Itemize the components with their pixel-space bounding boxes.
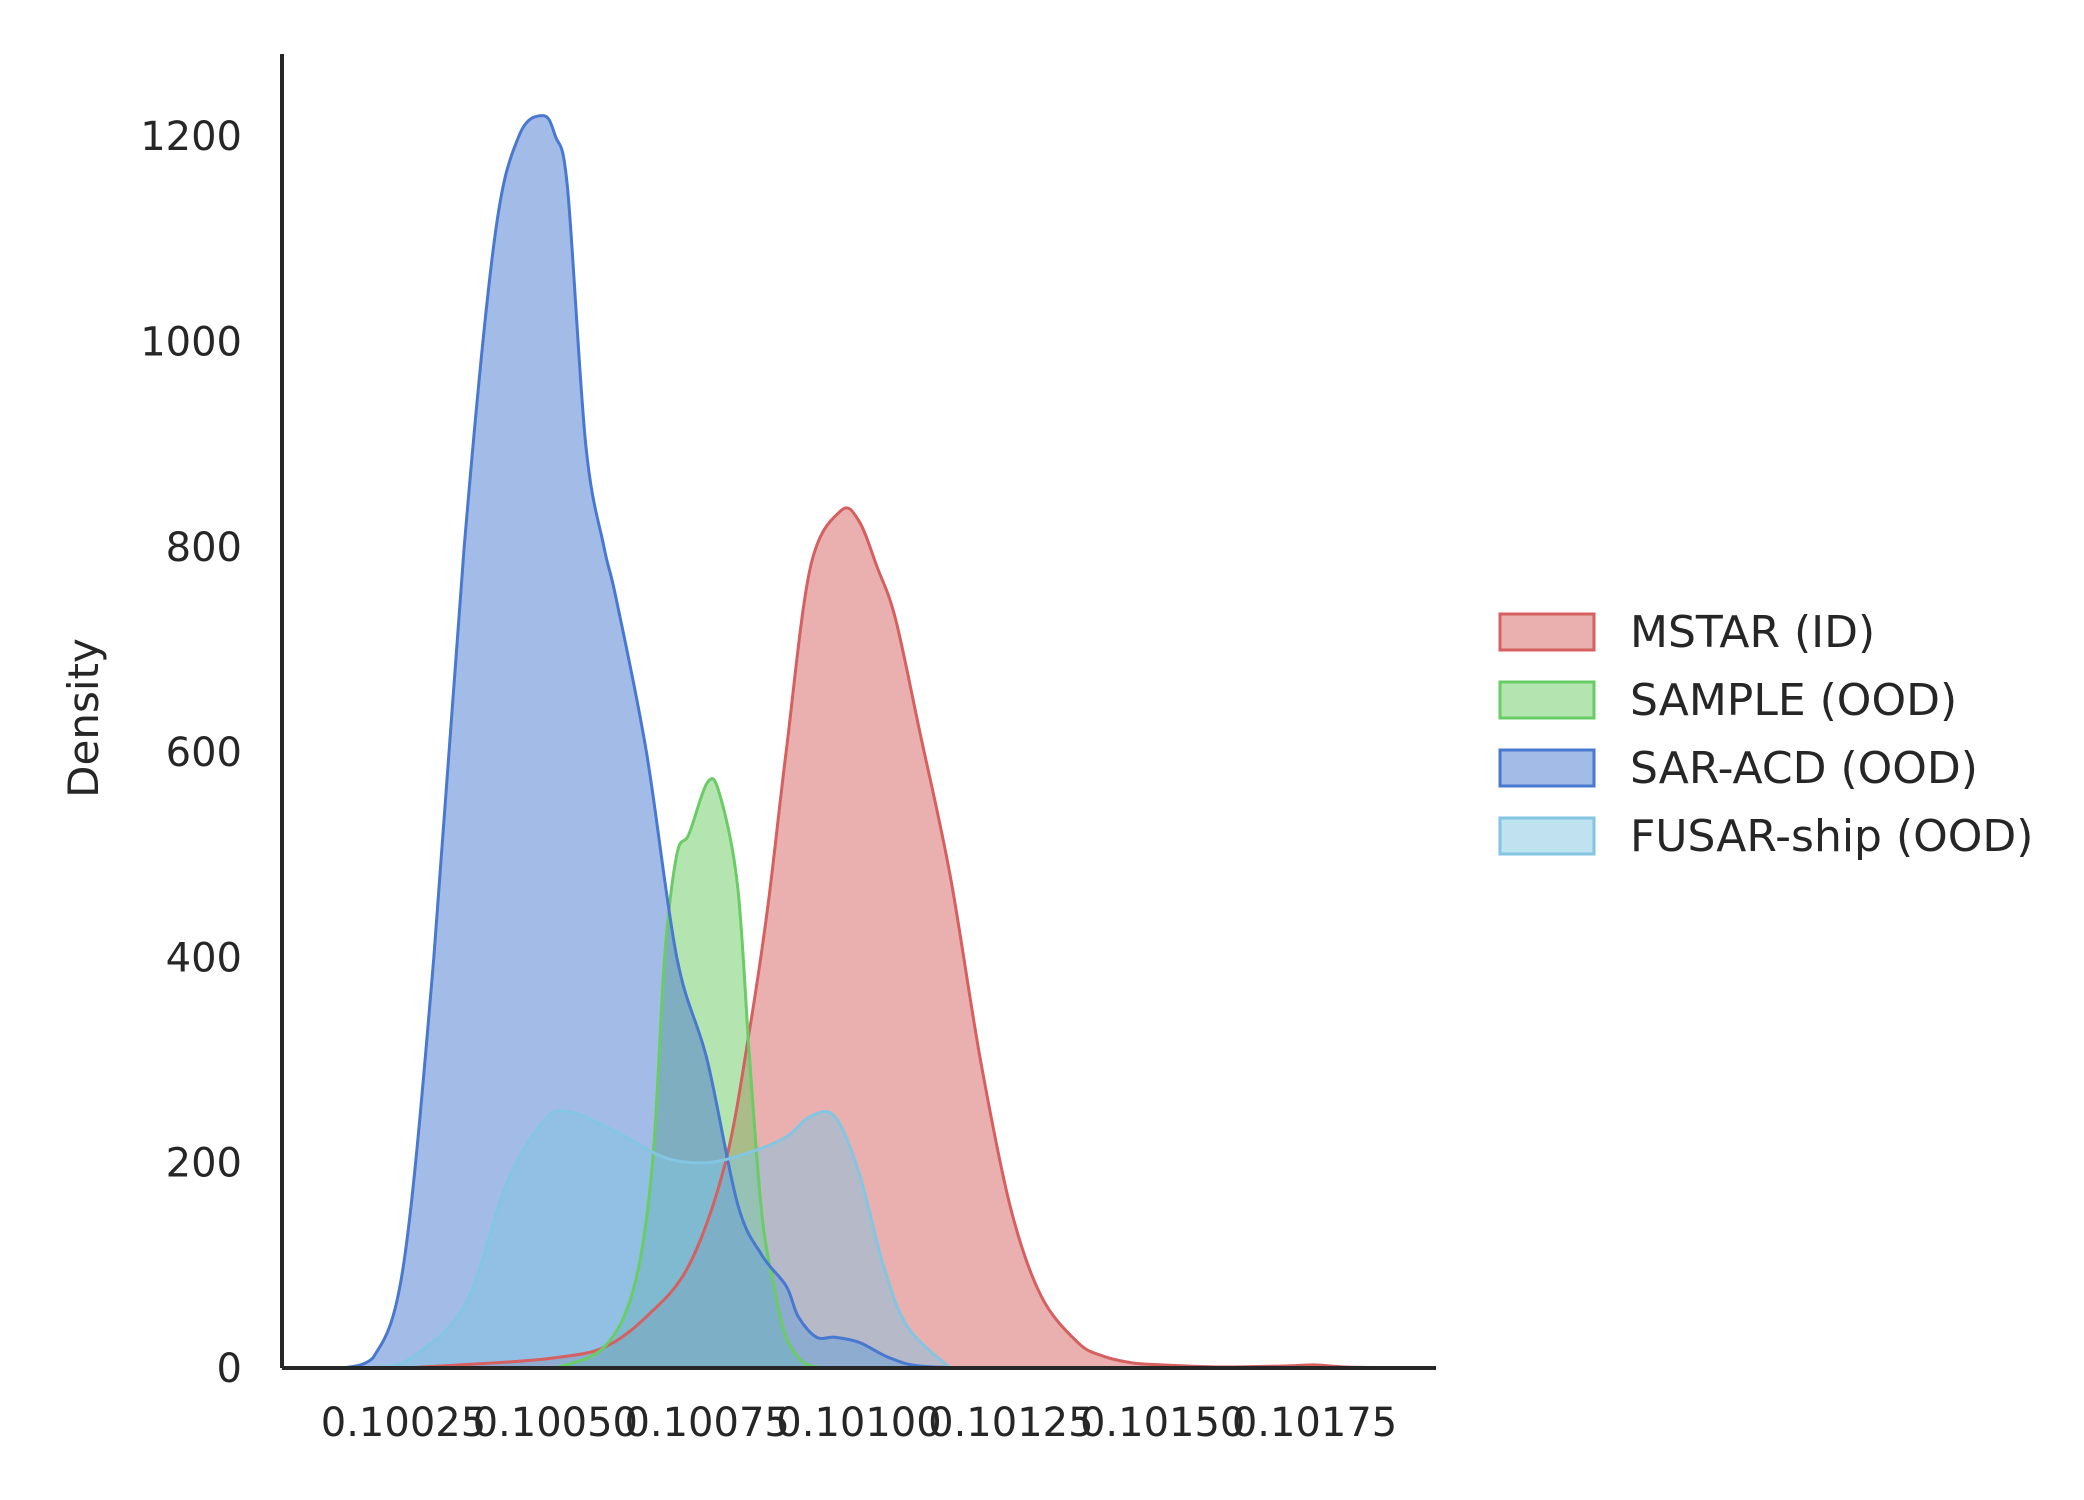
legend: MSTAR (ID) SAMPLE (OOD) SAR-ACD (OOD) FUSAR… [1498,607,2033,862]
y-axis-title: Density [59,638,108,798]
legend-label-sample-ood: SAMPLE (OOD) [1630,675,1957,726]
y-tick-label: 600 [166,730,242,776]
y-tick-label: 400 [166,935,242,981]
y-tick-label: 200 [166,1141,242,1187]
x-tick-label: 0.10025 [321,1400,486,1446]
y-tick-label: 1200 [140,114,242,160]
density-area-fusar-ship-ood [373,1110,951,1368]
series-fills [342,115,1406,1369]
y-tick-labels: 0 200 400 600 800 1000 1200 [140,114,242,1392]
density-line-sar-acd-ood [342,114,981,1370]
legend-swatch-sar-acd-ood [1498,748,1596,788]
density-area-sar-acd-ood [342,115,981,1369]
series-lines [342,114,1406,1370]
x-tick-label: 0.10125 [928,1400,1093,1446]
legend-swatch-fusar-ship-ood [1498,816,1596,856]
x-tick-label: 0.10050 [473,1400,638,1446]
density-line-sample-ood [554,777,829,1370]
density-area-mstar-id [403,507,1406,1368]
y-tick-label: 800 [166,525,242,571]
x-tick-label: 0.10175 [1232,1400,1397,1446]
legend-label-mstar-id: MSTAR (ID) [1630,607,1875,658]
density-line-mstar-id [403,506,1406,1370]
legend-swatch-sample-ood [1498,680,1596,720]
x-tick-label: 0.10100 [776,1400,941,1446]
axes [280,54,1436,1370]
legend-swatch-mstar-id [1498,612,1596,652]
x-tick-label: 0.10075 [624,1400,789,1446]
legend-label-sar-acd-ood: SAR-ACD (OOD) [1630,743,1978,794]
x-tick-label: 0.10150 [1080,1400,1245,1446]
y-tick-label: 0 [217,1346,242,1392]
density-line-fusar-ship-ood [372,1109,952,1370]
legend-label-fusar-ship-ood: FUSAR-ship (OOD) [1630,811,2033,862]
x-tick-labels: 0.100250.100500.100750.101000.101250.101… [321,1400,1397,1446]
y-tick-label: 1000 [140,319,242,365]
